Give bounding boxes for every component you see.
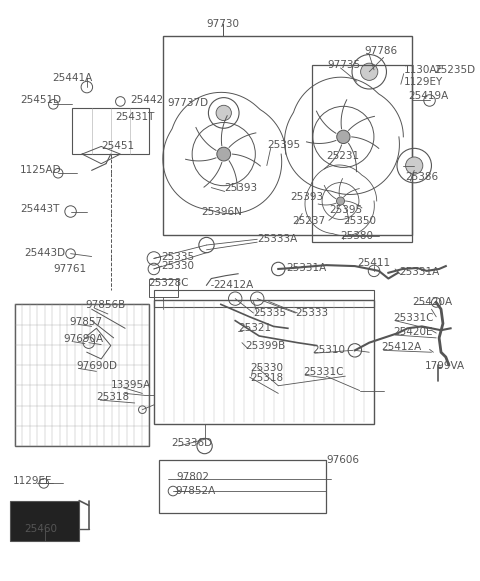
Text: 97737D: 97737D	[168, 98, 209, 109]
Text: 25321: 25321	[238, 323, 271, 333]
Text: 97606: 97606	[326, 456, 359, 465]
Text: 97690D: 97690D	[76, 361, 117, 371]
Text: 25396N: 25396N	[202, 207, 242, 217]
Text: 97857: 97857	[70, 317, 103, 327]
Text: 25336D: 25336D	[171, 438, 212, 448]
Text: 25318: 25318	[96, 392, 130, 402]
Text: 25331A: 25331A	[399, 267, 439, 277]
Text: 1130AF: 1130AF	[404, 65, 443, 75]
Bar	[158, 460, 326, 513]
Text: 25441A: 25441A	[52, 73, 93, 83]
Bar	[72, 108, 149, 154]
Text: 97735: 97735	[327, 60, 360, 70]
Text: 25235D: 25235D	[434, 65, 476, 75]
Circle shape	[217, 147, 230, 161]
Bar	[154, 300, 374, 424]
Text: 25330: 25330	[161, 261, 194, 271]
Text: 25350: 25350	[343, 216, 376, 226]
Text: 25386: 25386	[406, 172, 439, 182]
Text: 25411: 25411	[357, 258, 390, 268]
Text: 25395: 25395	[329, 205, 362, 214]
Text: 1799VA: 1799VA	[425, 361, 465, 371]
Text: 25451D: 25451D	[20, 95, 61, 106]
Text: 25231: 25231	[326, 151, 360, 161]
Text: 25335: 25335	[161, 252, 194, 261]
Text: 97802: 97802	[177, 472, 210, 482]
Text: 97852A: 97852A	[175, 486, 215, 496]
Bar	[163, 37, 412, 235]
Text: 25451: 25451	[101, 141, 134, 152]
Circle shape	[406, 157, 423, 174]
Text: 25393: 25393	[225, 182, 258, 192]
Text: 25442: 25442	[130, 95, 163, 105]
Bar	[10, 501, 79, 541]
Text: 25318: 25318	[251, 373, 284, 383]
Bar	[312, 65, 412, 242]
Text: 25333A: 25333A	[257, 234, 298, 244]
Text: 1129EE: 1129EE	[13, 475, 53, 486]
Text: 1129EY: 1129EY	[404, 77, 443, 87]
Text: 25335: 25335	[253, 308, 287, 318]
Bar	[15, 304, 149, 446]
Circle shape	[336, 197, 345, 205]
Text: 25443D: 25443D	[24, 248, 66, 258]
Circle shape	[360, 63, 378, 80]
Text: 25237: 25237	[293, 216, 326, 226]
Text: 25380: 25380	[340, 231, 373, 242]
Text: 97786: 97786	[364, 46, 397, 56]
Circle shape	[337, 130, 350, 144]
Text: 97730: 97730	[206, 19, 239, 29]
Text: 25460: 25460	[24, 524, 58, 535]
Text: 25443T: 25443T	[20, 204, 59, 214]
Text: 25328C: 25328C	[148, 278, 189, 288]
Text: 1125AD: 1125AD	[20, 166, 61, 175]
Text: 25431T: 25431T	[116, 112, 155, 122]
Text: 25393: 25393	[291, 192, 324, 202]
Text: 97690A: 97690A	[63, 334, 103, 344]
Circle shape	[216, 105, 231, 121]
Text: 25419A: 25419A	[408, 91, 449, 101]
Text: 25333: 25333	[296, 308, 329, 318]
Text: 25399B: 25399B	[245, 340, 285, 350]
Bar	[149, 279, 178, 297]
Text: 25331C: 25331C	[393, 313, 433, 323]
Text: 25331C: 25331C	[303, 367, 344, 377]
Text: 25420E: 25420E	[393, 327, 432, 337]
Text: 25331A: 25331A	[286, 263, 326, 273]
Text: 97761: 97761	[53, 264, 86, 274]
Bar	[154, 290, 374, 307]
Text: 25395: 25395	[267, 139, 300, 149]
Text: 25330: 25330	[251, 363, 284, 372]
Text: 25412A: 25412A	[382, 342, 422, 353]
Text: 13395A: 13395A	[111, 380, 151, 390]
Text: 25420A: 25420A	[412, 296, 453, 307]
Text: 25310: 25310	[312, 345, 345, 356]
Text: 22412A: 22412A	[213, 280, 253, 290]
Text: 97856B: 97856B	[85, 300, 125, 310]
